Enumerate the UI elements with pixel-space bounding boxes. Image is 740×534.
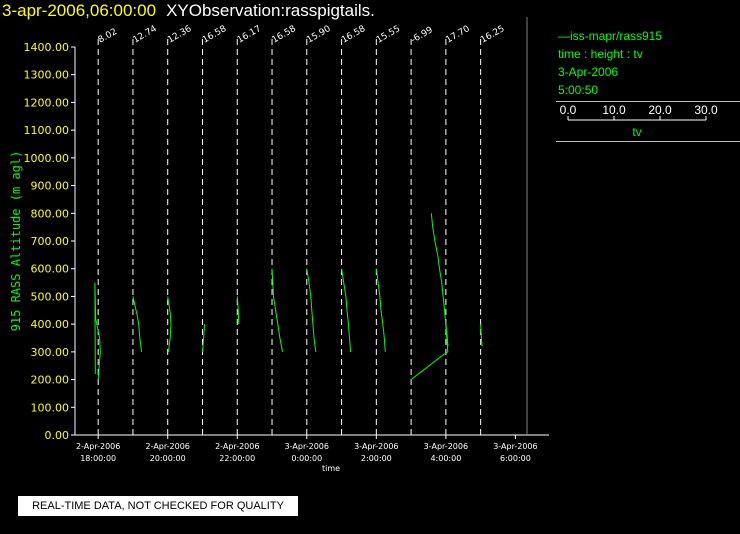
profile-series-line	[167, 296, 172, 352]
y-tick-label: 700.00	[31, 235, 70, 248]
x-tick-date-label: 3-Apr-2006	[354, 442, 398, 451]
quality-notice: REAL-TIME DATA, NOT CHECKED FOR QUALITY	[18, 496, 298, 516]
x-tick-date-label: 3-Apr-2006	[285, 442, 329, 451]
profile-series-line	[271, 268, 283, 352]
profile-value-label: 15.55	[375, 24, 402, 46]
header-title: XYObservation:rasspigtails.	[166, 1, 375, 20]
x-tick-date-label: 2-Apr-2006	[76, 442, 120, 451]
x-tick-date-label: 2-Apr-2006	[146, 442, 190, 451]
legend-divider-top	[556, 101, 740, 102]
y-tick-label: 800.00	[31, 207, 70, 220]
legend-date: 3-Apr-2006	[558, 65, 619, 79]
profile-value-label: -6.99	[410, 25, 435, 45]
profile-value-label: 17.70	[444, 24, 472, 46]
y-tick-label: 0.00	[45, 429, 70, 442]
profile-value-label: 12.36	[166, 24, 194, 46]
y-axis-label: 915 RASS Altitude (m agl)	[9, 151, 23, 332]
y-tick-label: 300.00	[31, 346, 70, 359]
profile-series-line	[375, 268, 386, 352]
y-tick-label: 200.00	[31, 374, 70, 387]
legend-series-label: —iss-mapr/rass915	[558, 29, 663, 43]
profile-value-label: 16.58	[201, 24, 229, 46]
legend-scale: 0.0 10.0 20.0 30.0 tv	[560, 104, 718, 139]
header-timestamp: 3-apr-2006,06:00:00	[2, 1, 157, 20]
x-tick-date-label: 3-Apr-2006	[424, 442, 468, 451]
legend-scale-tick-label: 30.0	[694, 104, 718, 117]
profile-value-label: 16.58	[271, 24, 299, 46]
profile-series-line	[306, 268, 317, 352]
y-tick-label: 1400.00	[24, 41, 70, 54]
profile-value-label: 15.90	[305, 24, 333, 46]
y-tick-label: 500.00	[31, 290, 70, 303]
profile-value-label: 16.58	[340, 24, 368, 46]
x-tick-time-label: 22:00:00	[219, 454, 255, 463]
y-tick-label: 600.00	[31, 263, 70, 276]
profile-series-line	[202, 324, 206, 352]
legend-time: 5:00:50	[558, 83, 599, 97]
x-tick-time-label: 2:00:00	[361, 454, 392, 463]
legend-scale-tick-label: 20.0	[648, 104, 672, 117]
y-tick-label: 1200.00	[24, 96, 70, 109]
legend-divider-bottom	[556, 141, 740, 142]
y-tick-label: 100.00	[31, 401, 70, 414]
legend: —iss-mapr/rass915 time : height : tv 3-A…	[556, 28, 740, 146]
y-tick-label: 1000.00	[24, 152, 70, 165]
x-tick-time-label: 6:00:00	[500, 454, 531, 463]
profile-value-label: 8.02	[97, 27, 119, 46]
y-tick-label: 1100.00	[24, 124, 70, 137]
profile-series-line	[236, 296, 240, 325]
profile-series-line	[480, 324, 483, 347]
profile-series-line	[410, 213, 449, 380]
y-tick-label: 1300.00	[24, 69, 70, 82]
x-tick-date-label: 3-Apr-2006	[493, 442, 537, 451]
x-tick-date-label: 2-Apr-2006	[215, 442, 259, 451]
profile-value-label: 16.25	[479, 24, 506, 46]
legend-scale-label: tv	[632, 125, 641, 139]
x-axis-label: time	[322, 464, 340, 473]
y-tick-label: 900.00	[31, 180, 70, 193]
profile-value-label: 16.17	[236, 24, 263, 46]
profile-series-line	[94, 282, 101, 380]
y-tick-label: 400.00	[31, 318, 70, 331]
profile-series-line	[132, 296, 143, 352]
legend-variables: time : height : tv	[558, 47, 643, 61]
x-tick-time-label: 20:00:00	[150, 454, 186, 463]
x-tick-time-label: 4:00:00	[430, 454, 461, 463]
profile-series-line	[341, 268, 352, 352]
legend-scale-tick-label: 0.0	[560, 104, 577, 117]
profile-value-label: 12.74	[131, 24, 159, 46]
legend-scale-tick-label: 10.0	[602, 104, 626, 117]
x-tick-time-label: 18:00:00	[80, 454, 116, 463]
header: 3-apr-2006,06:00:00 XYObservation:rasspig…	[2, 0, 375, 22]
x-tick-time-label: 0:00:00	[291, 454, 322, 463]
